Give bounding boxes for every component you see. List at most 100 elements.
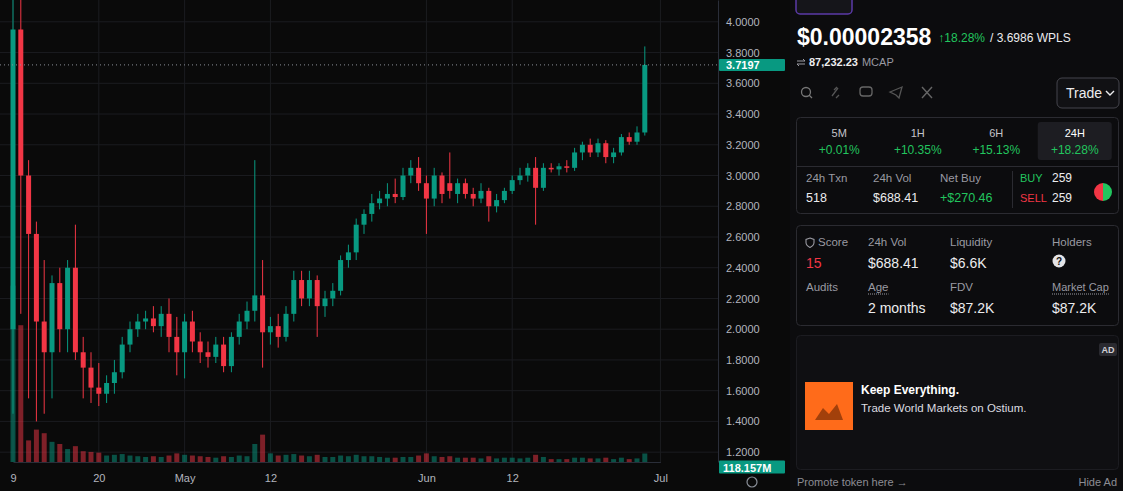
- volume-bar: [159, 457, 164, 462]
- ad-text[interactable]: Trade World Markets on Ostium.: [861, 402, 1027, 414]
- timeframe-label[interactable]: 6H: [989, 127, 1003, 139]
- hide-ad-link[interactable]: Hide Ad: [1078, 476, 1117, 488]
- x-tick-label: 20: [93, 472, 105, 484]
- x-grid-line: [660, 0, 661, 462]
- last-volume-label: 118.157M: [723, 462, 771, 474]
- y-grid-line: [0, 329, 718, 330]
- candle-body: [252, 295, 257, 310]
- candle-body: [81, 352, 86, 367]
- volume-bar: [34, 430, 39, 462]
- candle-body: [206, 352, 211, 357]
- price: $0.00002358: [797, 24, 932, 50]
- volume-bar: [533, 455, 538, 462]
- volume-bar: [416, 456, 421, 462]
- y-tick-label: 2.2000: [726, 292, 760, 304]
- candle-body: [619, 137, 624, 152]
- candle-body: [627, 137, 632, 142]
- candle-body: [611, 152, 616, 157]
- volume-bar: [182, 455, 187, 462]
- trade-button[interactable]: Trade: [1057, 78, 1119, 108]
- volume-bar: [252, 444, 257, 462]
- price-change: ↑18.28%: [938, 31, 985, 45]
- y-tick: 1.4000: [718, 415, 760, 427]
- timeframe-change[interactable]: +18.28%: [1051, 143, 1099, 157]
- net-buy-label: Net Buy: [940, 172, 981, 184]
- volume-bar: [369, 456, 374, 462]
- x-axis: 920May12Jun12Jul: [10, 462, 667, 484]
- trade-button-bg[interactable]: [1057, 78, 1119, 108]
- candle-body: [424, 183, 429, 198]
- search-icon-handle: [809, 95, 812, 98]
- timeframe-change[interactable]: +10.35%: [894, 143, 942, 157]
- volume-bar: [642, 453, 647, 462]
- timeframe-label[interactable]: 5M: [832, 127, 847, 139]
- y-tick: 1.8000: [718, 354, 760, 366]
- candle-body: [112, 372, 117, 383]
- candle-body: [494, 200, 499, 206]
- mcap-value: 87,232.23: [809, 56, 858, 68]
- volume-bar: [18, 325, 23, 462]
- telegram-icon[interactable]: [890, 87, 902, 98]
- volume-bar: [330, 457, 335, 462]
- x-grid-line: [426, 0, 427, 462]
- candle-body: [229, 337, 234, 366]
- volume-bar: [221, 456, 226, 462]
- volume-bar: [432, 456, 437, 462]
- divider: [797, 166, 1118, 167]
- y-tick-label: 2.0000: [726, 323, 760, 335]
- settings-icon[interactable]: [747, 477, 757, 487]
- trade-button-label[interactable]: Trade: [1066, 85, 1102, 101]
- stats-box: [797, 118, 1119, 214]
- candle-body: [323, 298, 328, 306]
- y-tick-label: 3.4000: [726, 108, 760, 120]
- promote-link[interactable]: Promote token here →: [797, 476, 908, 488]
- volume-bar: [190, 456, 195, 462]
- txn-value: 518: [806, 191, 827, 205]
- liquidity-label: Liquidity: [950, 236, 992, 248]
- x-icon[interactable]: [922, 87, 932, 98]
- timeframe-label[interactable]: 1H: [911, 127, 925, 139]
- timeframe-label[interactable]: 24H: [1065, 127, 1085, 139]
- y-tick-label: 3.6000: [726, 77, 760, 89]
- candle-body: [572, 152, 577, 167]
- ad-image[interactable]: [805, 382, 853, 430]
- candle-body: [34, 234, 39, 322]
- timeframe-change[interactable]: +15.13%: [972, 143, 1020, 157]
- volume-bar: [518, 458, 523, 462]
- volume-bar: [447, 456, 452, 462]
- link-icon[interactable]: [832, 87, 839, 98]
- candle-body: [330, 291, 335, 299]
- ad-title[interactable]: Keep Everything.: [861, 383, 959, 397]
- volume-bar: [315, 455, 320, 462]
- volume-bar: [627, 459, 632, 462]
- volume-bar: [42, 433, 47, 462]
- pair-price: / 3.6986 WPLS: [990, 31, 1071, 45]
- volume-bar: [268, 453, 273, 462]
- discord-icon[interactable]: [860, 87, 872, 96]
- volume-bar: [525, 458, 530, 462]
- y-tick-label: 2.8000: [726, 200, 760, 212]
- volume-bar: [237, 456, 242, 462]
- candle-body: [307, 280, 312, 298]
- candle-body: [284, 314, 289, 337]
- candle-body: [143, 318, 148, 321]
- volume-bar: [596, 458, 601, 462]
- volume-bar: [346, 456, 351, 462]
- volume-bar: [408, 457, 413, 462]
- y-grid-line: [0, 144, 718, 145]
- score-value: 15: [806, 255, 822, 271]
- candle-body: [564, 166, 569, 168]
- volume-bar: [104, 456, 109, 462]
- y-tick: 4.0000: [718, 16, 760, 28]
- swap-icon: [797, 59, 805, 66]
- timeframe-active-bg[interactable]: [1038, 122, 1112, 160]
- holders-value: ?: [1056, 256, 1062, 267]
- y-tick: 2.2000: [718, 292, 760, 304]
- y-grid-line: [0, 421, 718, 422]
- timeframe-change[interactable]: +0.01%: [819, 143, 860, 157]
- y-tick-label: 4.0000: [726, 16, 760, 28]
- buy-value: 259: [1052, 171, 1072, 185]
- candle-body: [510, 180, 515, 191]
- y-tick: 3.2000: [718, 139, 760, 151]
- candle-body: [525, 168, 530, 176]
